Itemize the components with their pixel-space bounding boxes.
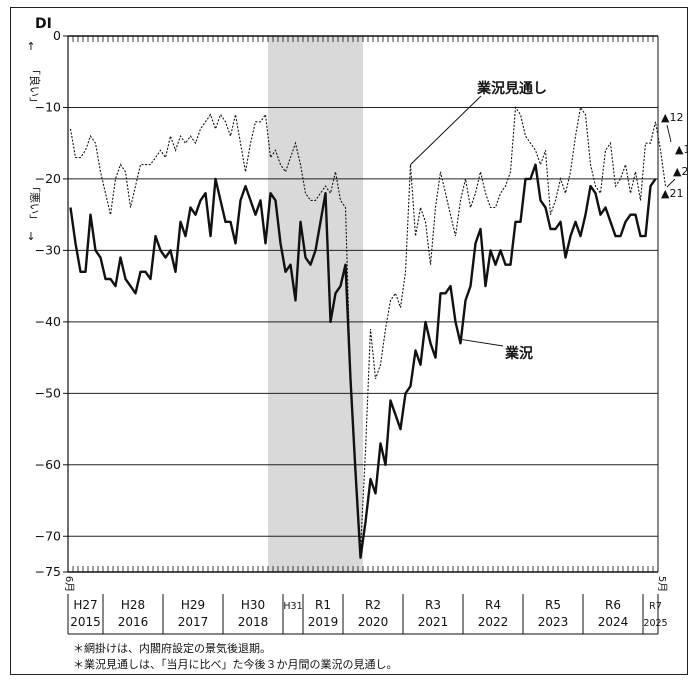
end-arrow-12	[666, 124, 672, 143]
year-label: 2019	[308, 615, 339, 629]
era-label: H31	[283, 601, 302, 612]
end-month-label: 5月	[656, 576, 668, 592]
year-label: 2024	[598, 615, 629, 629]
start-month-label: 6月	[63, 576, 75, 592]
bad-label: 「悪い」	[28, 181, 41, 225]
year-label: 2025	[643, 618, 667, 629]
y-tick-label: −30	[35, 242, 61, 257]
y-tick-label: 0	[53, 28, 61, 43]
era-label: H29	[181, 598, 205, 612]
era-label: R7	[649, 601, 662, 612]
y-axis-title: DI	[35, 16, 52, 32]
series-label-business: 業況	[504, 345, 533, 362]
good-label: 「良い」	[28, 64, 42, 108]
year-label: 2018	[238, 615, 269, 629]
y-tick-label: −50	[35, 385, 61, 400]
era-label: R1	[315, 598, 331, 612]
y-tick-label: −40	[35, 314, 61, 329]
era-label: R3	[425, 598, 441, 612]
era-label: H27	[73, 598, 97, 612]
year-label: 2023	[538, 615, 569, 629]
y-tick-label: −60	[35, 457, 61, 472]
y-tick-label: −75	[35, 564, 61, 579]
era-label: R6	[605, 598, 621, 612]
y-tick-label: −10	[35, 99, 61, 114]
end-arrow-20	[666, 178, 676, 188]
series-label-outlook: 業況見通し	[476, 80, 547, 97]
era-label: R5	[545, 598, 561, 612]
note-outlook: ＊業況見通しは、「当月に比べ」た今後３か月間の業況の見通し。	[73, 658, 398, 671]
year-label: 2015	[70, 615, 101, 629]
era-label: H30	[241, 598, 265, 612]
bad-arrow: ↓	[26, 230, 35, 243]
year-label: 2020	[358, 615, 389, 629]
end-label-20: ▲20	[673, 165, 687, 178]
era-label: R4	[485, 598, 501, 612]
end-label-16: ▲16	[675, 143, 687, 156]
line-chart: 0 −10 −20 −30 −40 −50 −60 −70 −75 DI↑ 「良い」「悪い」 ↓ 業況 業…	[26, 16, 687, 635]
chart-frame: 0 −10 −20 −30 −40 −50 −60 −70 −75 DI ↑ 「良い」「悪い」 ↓ 業況 業…	[10, 7, 688, 675]
year-label: 2017	[178, 615, 209, 629]
year-label: 2016	[118, 615, 149, 629]
note-shading: ＊網掛けは、内閣府設定の景気後退期。	[73, 642, 271, 655]
recession-shading	[268, 36, 363, 572]
year-label: 2022	[478, 615, 509, 629]
y-tick-label: −20	[35, 171, 61, 186]
series-line-business	[69, 163, 657, 559]
end-label-21: ▲21	[661, 187, 683, 200]
end-label-12: ▲12	[661, 111, 683, 124]
era-label: R2	[365, 598, 381, 612]
leader-business	[460, 338, 504, 347]
era-label: H28	[121, 598, 145, 612]
year-label: 2021	[418, 615, 449, 629]
y-tick-label: −70	[35, 528, 61, 543]
leader-outlook	[410, 95, 482, 165]
good-arrow: ↑	[26, 40, 35, 53]
series-line-outlook	[69, 105, 667, 551]
